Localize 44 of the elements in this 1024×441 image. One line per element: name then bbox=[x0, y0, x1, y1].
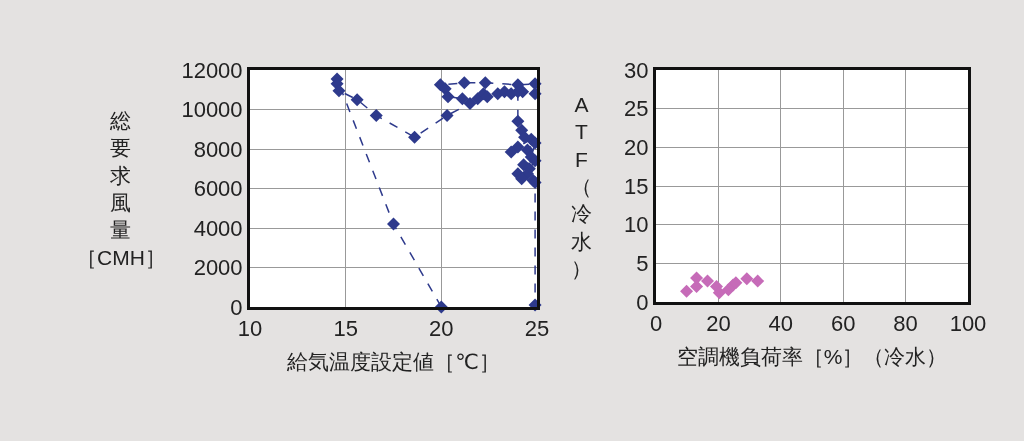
point bbox=[408, 130, 422, 144]
y-tick-label: 12000 bbox=[181, 57, 243, 83]
x-tick-label: 40 bbox=[768, 311, 794, 337]
point bbox=[700, 274, 714, 288]
x-tick-label: 20 bbox=[706, 311, 731, 337]
x-tick-label: 80 bbox=[893, 311, 918, 337]
y-axis-title: ATF（冷水） bbox=[571, 93, 592, 280]
y-tick-label: 30 bbox=[624, 57, 649, 83]
y-tick-label: 5 bbox=[636, 251, 649, 277]
point bbox=[332, 84, 346, 98]
point bbox=[350, 93, 364, 107]
y-tick-label: 10 bbox=[624, 212, 649, 238]
point bbox=[455, 92, 469, 106]
point bbox=[511, 114, 525, 128]
y-tick-label: 4000 bbox=[193, 215, 243, 241]
y-tick-label: 0 bbox=[636, 289, 649, 315]
y-tick-label: 6000 bbox=[193, 176, 243, 202]
y-tick-label: 15 bbox=[624, 173, 649, 199]
point bbox=[478, 76, 492, 90]
point bbox=[712, 286, 726, 300]
y-tick-label: 20 bbox=[624, 135, 649, 161]
point bbox=[740, 272, 754, 286]
point bbox=[680, 284, 694, 298]
point bbox=[457, 76, 471, 90]
y-tick-label: 25 bbox=[624, 96, 649, 122]
x-tick-label: 100 bbox=[949, 311, 987, 337]
x-tick-label: 25 bbox=[524, 316, 550, 342]
x-tick-label: 20 bbox=[429, 316, 454, 342]
point bbox=[440, 108, 454, 122]
x-tick-label: 60 bbox=[830, 311, 856, 337]
y-tick-label: 8000 bbox=[193, 136, 243, 162]
point bbox=[463, 97, 477, 111]
y-tick-label: 10000 bbox=[181, 97, 243, 123]
point bbox=[369, 108, 383, 122]
point bbox=[751, 274, 765, 288]
x-axis-title: 空調機負荷率［%］（冷水） bbox=[676, 344, 948, 368]
point bbox=[504, 145, 518, 159]
point bbox=[441, 90, 455, 104]
point bbox=[690, 271, 704, 285]
point bbox=[387, 217, 400, 231]
x-tick-label: 15 bbox=[333, 316, 358, 342]
y-axis-title: 総要求風量［CMH］ bbox=[76, 109, 166, 269]
x-axis-title: 給気温度設定値［℃］ bbox=[286, 349, 500, 373]
y-tick-label: 2000 bbox=[193, 255, 243, 281]
